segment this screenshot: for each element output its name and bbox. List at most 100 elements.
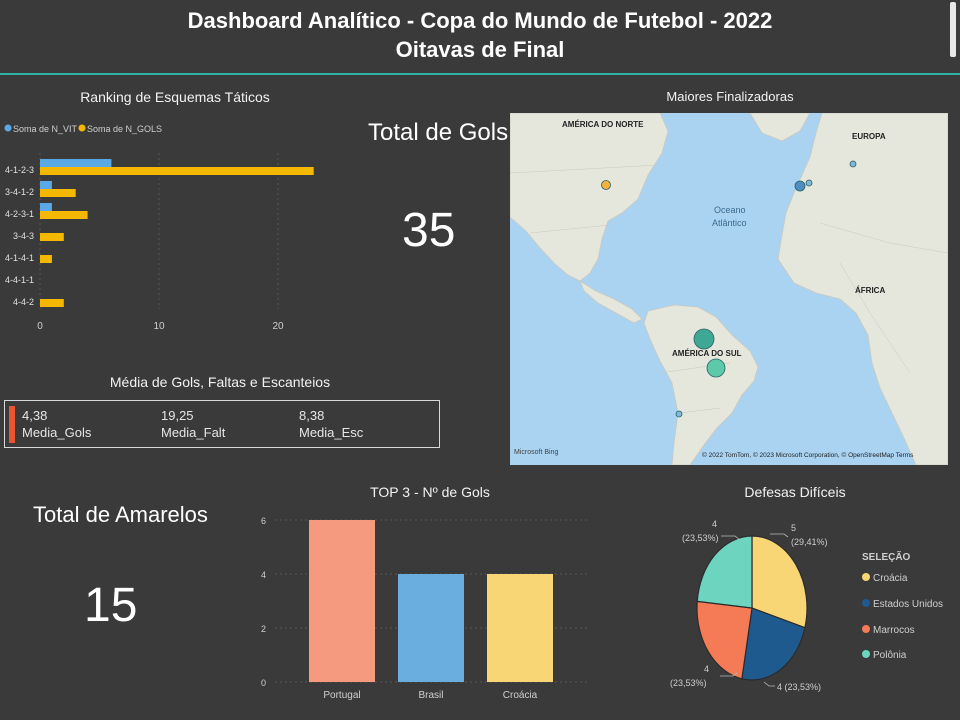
legend-marker-marrocos: [862, 625, 870, 633]
media-escanteios-value: 8,38: [299, 408, 325, 423]
ranking-category-label: 4-1-2-3: [5, 165, 34, 175]
pie-label-marrocos-pct: (23,53%): [670, 678, 707, 688]
ranking-bar-gols: [40, 255, 52, 263]
ranking-bar-vit: [40, 181, 52, 189]
bubble-portugal: [794, 180, 806, 192]
legend-marker-polonia: [862, 650, 870, 658]
bing-logo: Microsoft Bing: [514, 449, 558, 456]
ranking-category-label: 3-4-1-2: [5, 187, 34, 197]
top3-y-tick: 0: [261, 678, 266, 688]
media-gols-value: 4,38: [22, 408, 48, 423]
map-labels: AMÉRICA DO NORTE EUROPA ÁFRICA AMÉRICA D…: [562, 120, 886, 358]
europe-africa-land: [777, 113, 948, 465]
ranking-category-label: 4-2-3-1: [5, 209, 34, 219]
label-south-america: AMÉRICA DO SUL: [672, 349, 742, 358]
top3-x-labels: Portugal Brasil Croácia: [323, 690, 537, 701]
defesas-title: Defesas Difíceis: [744, 484, 846, 500]
media-title: Média de Gols, Faltas e Escanteios: [109, 374, 331, 390]
legend-label-marrocos: Marrocos: [873, 625, 915, 636]
media-faltas-label: Media_Falt: [161, 425, 226, 440]
legend-marker-vit: [4, 124, 12, 132]
top3-chart[interactable]: 0 2 4 6 Portugal Brasil Croácia: [250, 505, 600, 710]
ranking-bar-gols: [40, 211, 88, 219]
media-card[interactable]: 4,38 Media_Gols 19,25 Media_Falt 8,38 Me…: [4, 400, 440, 448]
south-america-land: [643, 304, 759, 465]
map-canvas: AMÉRICA DO NORTE EUROPA ÁFRICA AMÉRICA D…: [510, 113, 948, 465]
map-attribution: © 2022 TomTom, © 2023 Microsoft Corporat…: [702, 451, 914, 459]
ranking-category-label: 3-4-3: [13, 231, 34, 241]
media-gols: 4,38 Media_Gols: [22, 407, 91, 441]
pie-label-eua: 4 (23,53%): [777, 682, 821, 692]
ranking-x-ticks: 0 10 20: [37, 321, 284, 332]
ranking-bar-gols: [40, 189, 76, 197]
top3-bar: [398, 574, 464, 682]
top3-bar: [309, 520, 375, 682]
ranking-bar-vit: [40, 159, 112, 167]
ranking-gridlines: [39, 153, 279, 309]
ranking-chart[interactable]: Soma de N_VIT Soma de N_GOLS 4-1-2-3 3-4-…: [0, 113, 340, 343]
ranking-category-label: 4-4-2: [13, 297, 34, 307]
legend-label-gols: Soma de N_GOLS: [87, 124, 162, 134]
defesas-pie-chart[interactable]: 5 (29,41%) 4 (23,53%) 4 (23,53%) 4 (23,5…: [660, 505, 960, 705]
map-land: [510, 113, 948, 465]
ranking-x-tick: 0: [37, 321, 43, 332]
map-ocean-labels: Oceano Atlântico: [712, 205, 747, 228]
ranking-bars: [40, 159, 314, 307]
top3-bar: [487, 574, 553, 682]
map-title: Maiores Finalizadoras: [666, 89, 794, 104]
legend-label-vit: Soma de N_VIT: [13, 124, 78, 134]
ranking-y-labels: 4-1-2-3 3-4-1-2 4-2-3-1 3-4-3 4-1-4-1 4-4-1-1…: [5, 165, 34, 307]
pie-legend: SELEÇÃO Croácia Estados Unidos Marrocos …: [862, 550, 943, 661]
pie-data-labels: 5 (29,41%) 4 (23,53%) 4 (23,53%) 4 (23,5…: [670, 519, 828, 692]
pie-slice: [696, 600, 753, 680]
label-ocean-1: Oceano: [714, 205, 746, 215]
scrollbar-thumb[interactable]: [950, 2, 956, 57]
ranking-bar-vit: [40, 203, 52, 211]
dashboard-title: Dashboard Analítico - Copa do Mundo de F…: [0, 6, 960, 64]
ranking-bar-gols: [40, 233, 64, 241]
label-europe: EUROPA: [852, 132, 886, 141]
pie-slice: [741, 607, 806, 681]
pie-slice: [751, 535, 808, 629]
top3-x-label: Portugal: [323, 690, 360, 701]
pie-slice: [696, 535, 753, 609]
label-africa: ÁFRICA: [855, 286, 885, 295]
ranking-bar-gols: [40, 167, 314, 175]
greenland-land: [749, 113, 811, 142]
pie-label-marrocos-value: 4: [704, 664, 709, 674]
ranking-title: Ranking de Esquemas Táticos: [80, 89, 270, 105]
pie-legend-title: SELEÇÃO: [862, 550, 911, 563]
pie-label-croacia-value: 5: [791, 523, 796, 533]
map-visual[interactable]: AMÉRICA DO NORTE EUROPA ÁFRICA AMÉRICA D…: [510, 113, 948, 465]
ranking-category-label: 4-1-4-1: [5, 253, 34, 263]
top3-y-ticks: 0 2 4 6: [261, 516, 266, 688]
legend-marker-croacia: [862, 573, 870, 581]
legend-label-croacia: Croácia: [873, 573, 908, 584]
media-escanteios: 8,38 Media_Esc: [299, 407, 363, 441]
central-america-land: [579, 280, 643, 324]
title-line-2: Oitavas de Final: [395, 37, 565, 62]
bubble-croatia: [849, 160, 857, 168]
legend-label-polonia: Polônia: [873, 650, 907, 661]
ranking-x-tick: 20: [272, 321, 284, 332]
pie-label-croacia-pct: (29,41%): [791, 537, 828, 547]
top3-bars: [309, 520, 553, 682]
top3-x-label: Croácia: [503, 690, 538, 701]
top3-title: TOP 3 - Nº de Gols: [370, 484, 490, 500]
ranking-bar-gols: [40, 299, 64, 307]
bubble-brazil: [693, 328, 715, 350]
media-faltas-value: 19,25: [161, 408, 194, 423]
legend-marker-gols: [78, 124, 86, 132]
ranking-legend: Soma de N_VIT Soma de N_GOLS: [4, 124, 162, 134]
north-america-land: [510, 113, 669, 282]
total-amarelos-title: Total de Amarelos: [33, 502, 208, 527]
bubble-usa: [601, 180, 611, 190]
map-bubbles: [601, 160, 857, 418]
top3-x-label: Brasil: [418, 690, 443, 701]
label-ocean-2: Atlântico: [712, 218, 747, 228]
media-gols-label: Media_Gols: [22, 425, 92, 440]
pie-leader-lines: [720, 533, 789, 687]
media-escanteios-label: Media_Esc: [299, 425, 364, 440]
label-north-america: AMÉRICA DO NORTE: [562, 120, 644, 129]
ranking-x-tick: 10: [153, 321, 165, 332]
